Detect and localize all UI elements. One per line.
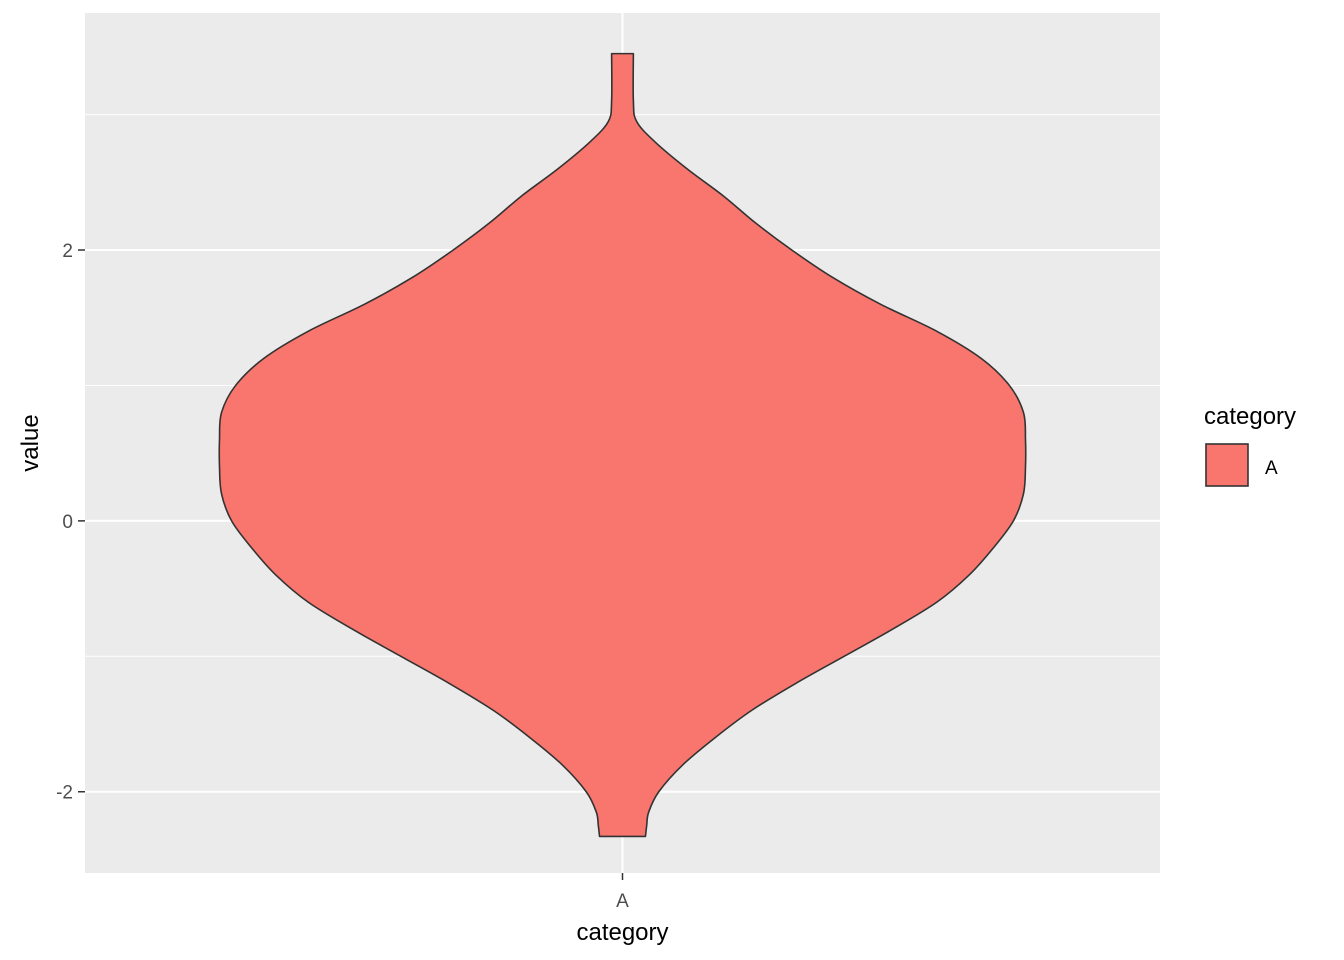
y-tick-label: 2 [62,241,73,262]
x-axis: A [616,873,629,912]
y-tick-label: 0 [62,512,73,533]
legend-label-A: A [1265,458,1278,479]
legend-title: category [1204,403,1296,430]
legend-key-A [1205,443,1249,487]
x-axis-title: category [576,919,668,946]
legend: category A [1204,403,1296,487]
y-axis: -2 0 2 [56,241,85,804]
x-tick-label: A [616,891,629,912]
y-tick-label: -2 [56,783,73,804]
y-axis-title: value [17,414,44,471]
violin-shape-A [218,52,1027,838]
